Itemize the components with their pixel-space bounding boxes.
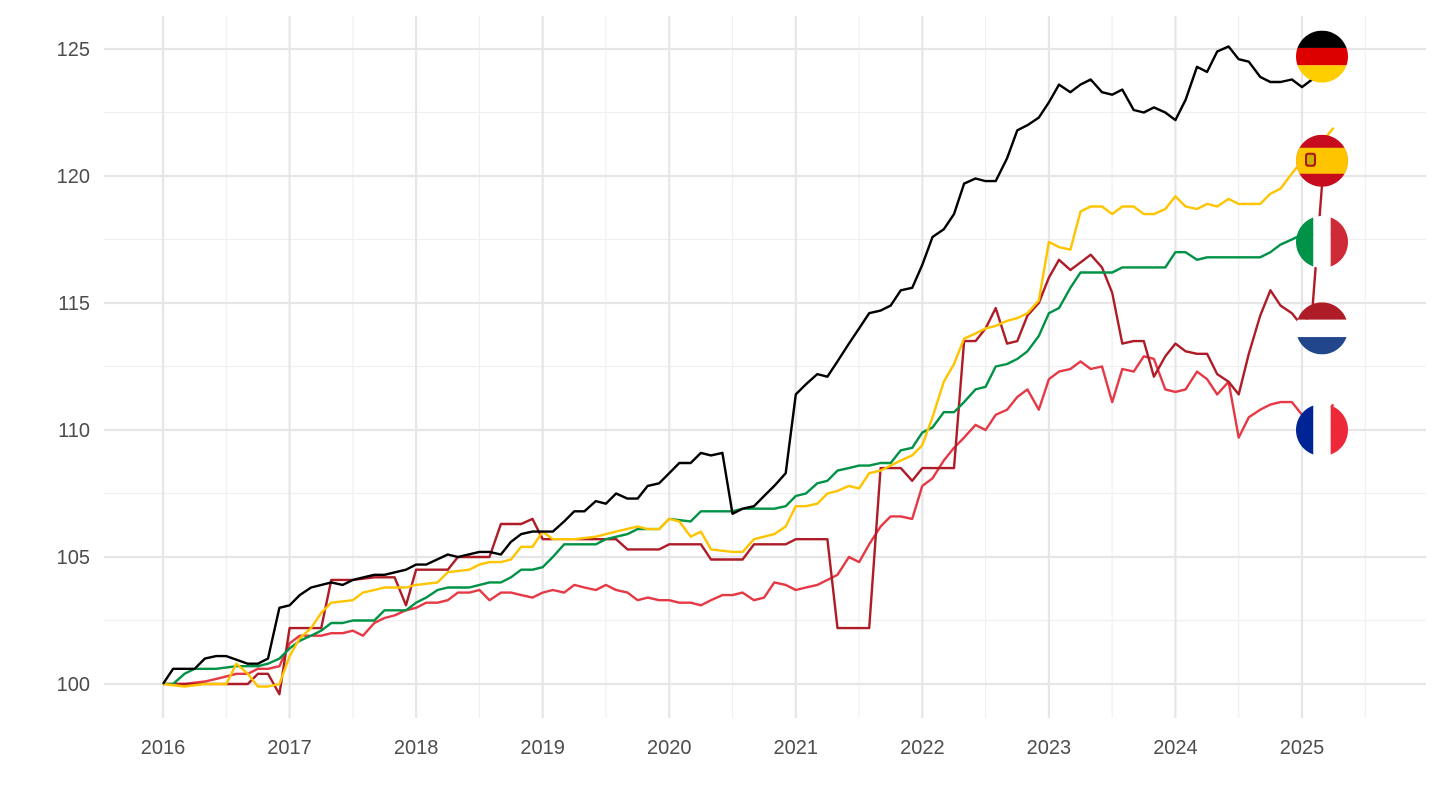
x-axis: 2016 2017 2018 2019 2020 2021 2022 2023 2024 2025 bbox=[141, 737, 1325, 759]
series-line-france bbox=[163, 355, 1335, 686]
y-tick-label: 125 bbox=[57, 39, 90, 61]
italy-flag-icon bbox=[1296, 216, 1348, 269]
y-tick-label: 115 bbox=[58, 293, 90, 315]
flag-legend bbox=[1296, 30, 1348, 456]
x-tick-label: 2024 bbox=[1153, 737, 1198, 759]
series-line-germany bbox=[162, 45, 1334, 685]
x-tick-label: 2025 bbox=[1280, 737, 1325, 759]
y-tick-label: 100 bbox=[57, 674, 90, 696]
x-tick-label: 2023 bbox=[1027, 737, 1072, 759]
netherlands-flag-icon bbox=[1296, 302, 1348, 355]
series-line-italy bbox=[163, 233, 1334, 686]
germany-flag-icon bbox=[1296, 30, 1348, 83]
x-tick-label: 2018 bbox=[394, 737, 439, 759]
france-flag-icon bbox=[1296, 404, 1348, 456]
y-tick-label: 120 bbox=[57, 166, 90, 188]
x-tick-label: 2017 bbox=[267, 737, 312, 759]
major-gridlines bbox=[104, 16, 1426, 718]
x-tick-label: 2016 bbox=[141, 737, 186, 759]
spain-flag-icon bbox=[1296, 134, 1348, 187]
minor-gridlines bbox=[104, 16, 1426, 718]
x-tick-label: 2022 bbox=[900, 737, 945, 759]
x-tick-label: 2019 bbox=[520, 737, 565, 759]
y-tick-label: 110 bbox=[58, 420, 90, 442]
y-tick-label: 105 bbox=[57, 547, 90, 569]
series-line-spain bbox=[162, 126, 1335, 688]
x-tick-label: 2020 bbox=[647, 737, 692, 759]
y-axis: 100 105 110 115 120 125 bbox=[57, 39, 90, 696]
series-line-netherlands bbox=[163, 164, 1335, 696]
series-lines bbox=[162, 45, 1335, 696]
x-tick-label: 2021 bbox=[774, 737, 819, 759]
